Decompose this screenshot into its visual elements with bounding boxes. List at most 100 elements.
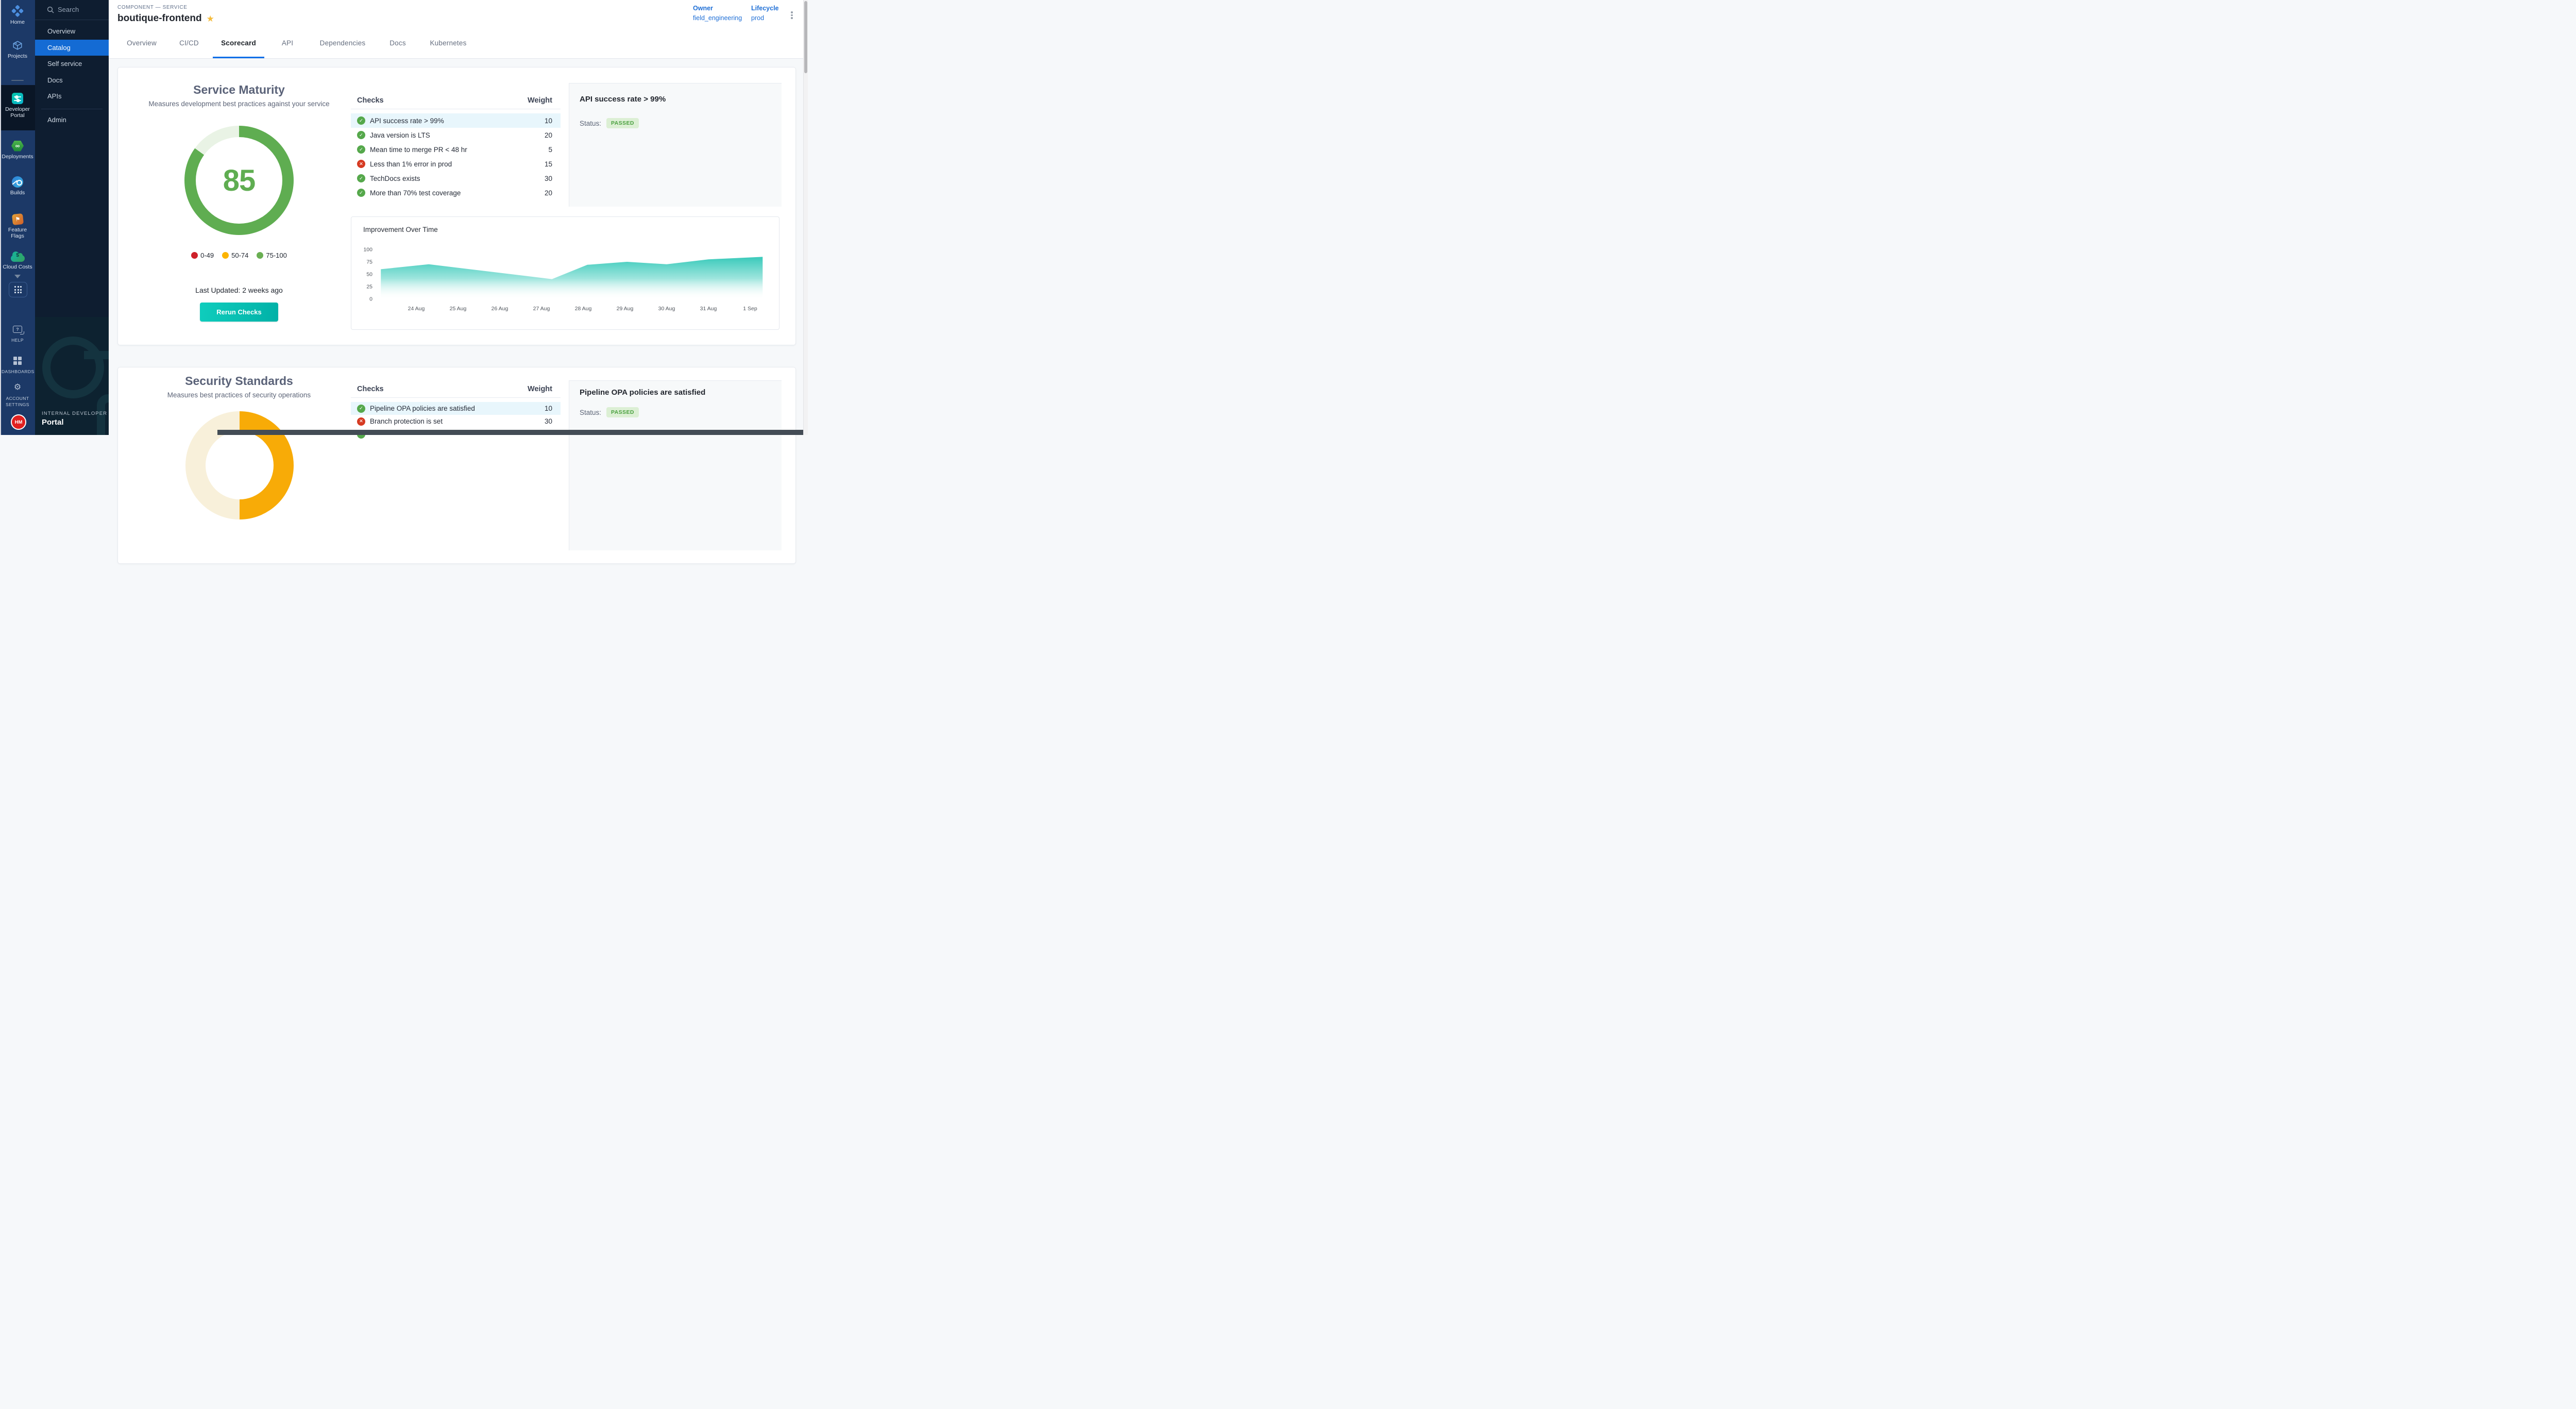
checks-table: ChecksWeight✓API success rate > 99%10✓Ja…: [351, 92, 561, 200]
check-detail-title: API success rate > 99%: [580, 95, 771, 104]
tab-api[interactable]: API: [282, 39, 293, 47]
score-value: 85: [184, 126, 294, 235]
checks-rows: ✓API success rate > 99%10✓Java version i…: [351, 109, 561, 200]
builds-icon: [0, 176, 35, 188]
lifecycle-link[interactable]: prod: [751, 14, 779, 22]
rail-item-cloud-costs[interactable]: $ Cloud Costs: [0, 250, 35, 270]
developer-portal-icon: [0, 92, 35, 105]
check-row[interactable]: ✕Less than 1% error in prod15: [351, 157, 561, 171]
rerun-checks-button[interactable]: Rerun Checks: [200, 303, 278, 322]
legend-dot: [257, 252, 263, 259]
check-row[interactable]: ✓ Pipeline OPA policies are satisfied10: [351, 402, 561, 415]
check-label: Pipeline OPA policies are satisfied: [370, 405, 545, 412]
check-label: Less than 1% error in prod: [370, 160, 545, 168]
x-tick-label: 24 Aug: [408, 306, 425, 312]
rail-item-deployments[interactable]: ∞Deployments: [0, 140, 35, 160]
sidebar-item-catalog[interactable]: Catalog: [35, 40, 109, 56]
sidebar-item-admin[interactable]: Admin: [35, 112, 109, 128]
check-pass-icon: ✓: [357, 116, 365, 125]
vertical-scrollbar: [803, 0, 808, 435]
sidebar-item-self-service[interactable]: Self service: [35, 56, 109, 72]
y-tick-label: 100: [363, 247, 372, 253]
projects-cube-icon: [0, 39, 35, 52]
rail-item-label: Cloud Costs: [2, 264, 33, 270]
score-legend: 0-4950-7475-100: [118, 251, 360, 259]
kebab-menu-icon[interactable]: [789, 9, 795, 21]
rail-item-builds[interactable]: Builds: [0, 176, 35, 196]
owner-link[interactable]: field_engineering: [693, 14, 742, 22]
footer-eyebrow: INTERNAL DEVELOPER: [42, 411, 107, 416]
vertical-scrollbar-thumb[interactable]: [804, 1, 807, 73]
status-label: Status:: [580, 409, 601, 416]
module-rail: Home Projects Developer Portal ∞Deployments…: [0, 0, 35, 435]
rail-item-label: Projects: [2, 53, 33, 59]
check-label: TechDocs exists: [370, 175, 545, 182]
rail-item-dashboards[interactable]: DASHBOARDS: [0, 355, 35, 375]
improvement-area-chart: 025507510024 Aug25 Aug26 Aug27 Aug28 Aug…: [351, 217, 779, 329]
rail-item-home[interactable]: Home: [0, 5, 35, 25]
sidebar-item-overview[interactable]: Overview: [35, 23, 109, 40]
tab-scorecard[interactable]: Scorecard: [221, 39, 256, 47]
scorecard-subtitle: Measures development best practices agai…: [118, 100, 360, 108]
chevron-down-icon[interactable]: [14, 275, 21, 278]
check-label: Java version is LTS: [370, 131, 545, 139]
rail-item-feature-flags[interactable]: ⚑Feature Flags: [0, 213, 35, 239]
rail-item-account-settings[interactable]: ⚙ACCOUNT SETTINGS: [0, 381, 35, 408]
search-input[interactable]: Search: [35, 0, 109, 20]
weight-column-header: Weight: [528, 96, 552, 105]
rail-item-developer-portal[interactable]: Developer Portal: [0, 92, 35, 119]
check-weight: 5: [548, 146, 552, 154]
main-area: COMPONENT — SERVICE boutique-frontend ★ …: [109, 0, 808, 435]
x-tick-label: 26 Aug: [492, 306, 509, 312]
cloud-costs-icon: $: [0, 250, 35, 262]
sidebar-item-apis[interactable]: APIs: [35, 88, 109, 105]
weight-column-header: Weight: [528, 385, 552, 393]
check-row[interactable]: ✓More than 70% test coverage20: [351, 186, 561, 200]
check-weight: 10: [545, 405, 552, 412]
avatar[interactable]: HM: [11, 414, 26, 430]
rail-item-projects[interactable]: Projects: [0, 39, 35, 59]
status-badge: PASSED: [606, 118, 639, 128]
check-row[interactable]: ✓Java version is LTS20: [351, 128, 561, 142]
owner-meta: Owner field_engineering: [693, 5, 742, 22]
tab-docs[interactable]: Docs: [389, 39, 406, 47]
check-fail-icon: ✕: [357, 417, 365, 426]
module-switcher-button[interactable]: [9, 282, 27, 297]
check-weight: 20: [545, 131, 552, 139]
rail-item-label: ACCOUNT SETTINGS: [2, 395, 33, 408]
rail-item-label: DASHBOARDS: [2, 368, 33, 375]
rail-item-help[interactable]: ?HELP: [0, 323, 35, 343]
status-badge: PASSED: [606, 407, 639, 417]
footer-title: Portal: [42, 418, 64, 427]
checks-table-header: ChecksWeight: [351, 381, 561, 398]
tab-overview[interactable]: Overview: [127, 39, 157, 47]
rail-divider: [11, 80, 24, 81]
check-pass-icon: ✓: [357, 405, 365, 413]
legend-label: 0-49: [200, 251, 214, 259]
sidebar-item-docs[interactable]: Docs: [35, 72, 109, 89]
tab-kubernetes[interactable]: Kubernetes: [430, 39, 466, 47]
y-tick-label: 50: [366, 272, 372, 278]
search-label: Search: [58, 6, 79, 13]
check-row[interactable]: ✕Branch protection is set30: [351, 415, 561, 428]
legend-label: 50-74: [231, 251, 248, 259]
check-detail-panel: Pipeline OPA policies are satisfied Stat…: [569, 380, 782, 550]
scorecard-subtitle: Measures best practices of security oper…: [118, 391, 360, 399]
active-tab-underline: [213, 57, 264, 58]
check-row[interactable]: ✓TechDocs exists30: [351, 171, 561, 186]
breadcrumb: COMPONENT — SERVICE: [117, 5, 188, 10]
owner-label: Owner: [693, 5, 742, 12]
favorite-star-icon[interactable]: ★: [207, 14, 214, 23]
legend-dot: [191, 252, 198, 259]
horizontal-scrollbar[interactable]: [217, 430, 804, 435]
checks-table-header: ChecksWeight: [351, 92, 561, 109]
check-row[interactable]: ✓API success rate > 99%10: [351, 113, 561, 128]
check-row[interactable]: ✓Mean time to merge PR < 48 hr5: [351, 142, 561, 157]
tab-ci-cd[interactable]: CI/CD: [179, 39, 199, 47]
last-updated-text: Last Updated: 2 weeks ago: [118, 286, 360, 294]
dashboards-grid-icon: [0, 355, 35, 367]
deployments-hexagon-icon: ∞: [0, 140, 35, 152]
rail-item-label: HELP: [2, 337, 33, 343]
tabs-bar: Overview CI/CD Scorecard API Dependencies Doc…: [109, 28, 808, 59]
tab-dependencies[interactable]: Dependencies: [320, 39, 366, 47]
